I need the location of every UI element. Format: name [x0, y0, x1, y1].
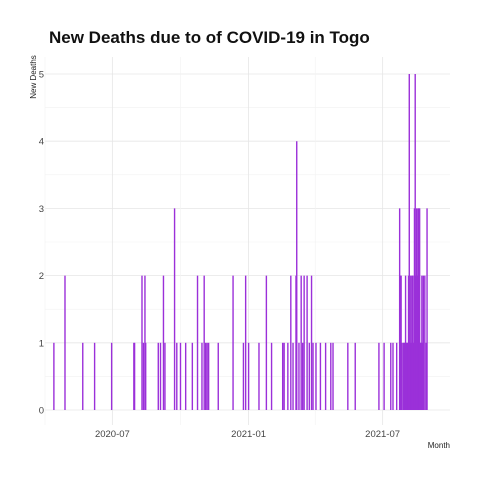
x-tick-label: 2020-07	[95, 429, 130, 440]
y-axis-label: New Deaths	[29, 55, 38, 99]
grid	[44, 57, 450, 425]
y-tick-label: 5	[39, 70, 44, 81]
x-axis-label: Month	[428, 441, 450, 450]
y-tick-label: 3	[39, 204, 44, 215]
y-tick-label: 0	[39, 406, 44, 417]
x-axis-ticks: 2020-07 2021-01 2021-07	[95, 429, 400, 440]
y-tick-label: 1	[39, 338, 44, 349]
bars	[53, 74, 428, 410]
y-tick-label: 2	[39, 271, 44, 282]
y-axis-ticks: 0 1 2 3 4 5	[39, 70, 44, 417]
x-tick-label: 2021-01	[231, 429, 266, 440]
chart-title: New Deaths due to of COVID-19 in Togo	[49, 28, 370, 47]
y-tick-label: 4	[39, 137, 44, 148]
x-tick-label: 2021-07	[365, 429, 400, 440]
